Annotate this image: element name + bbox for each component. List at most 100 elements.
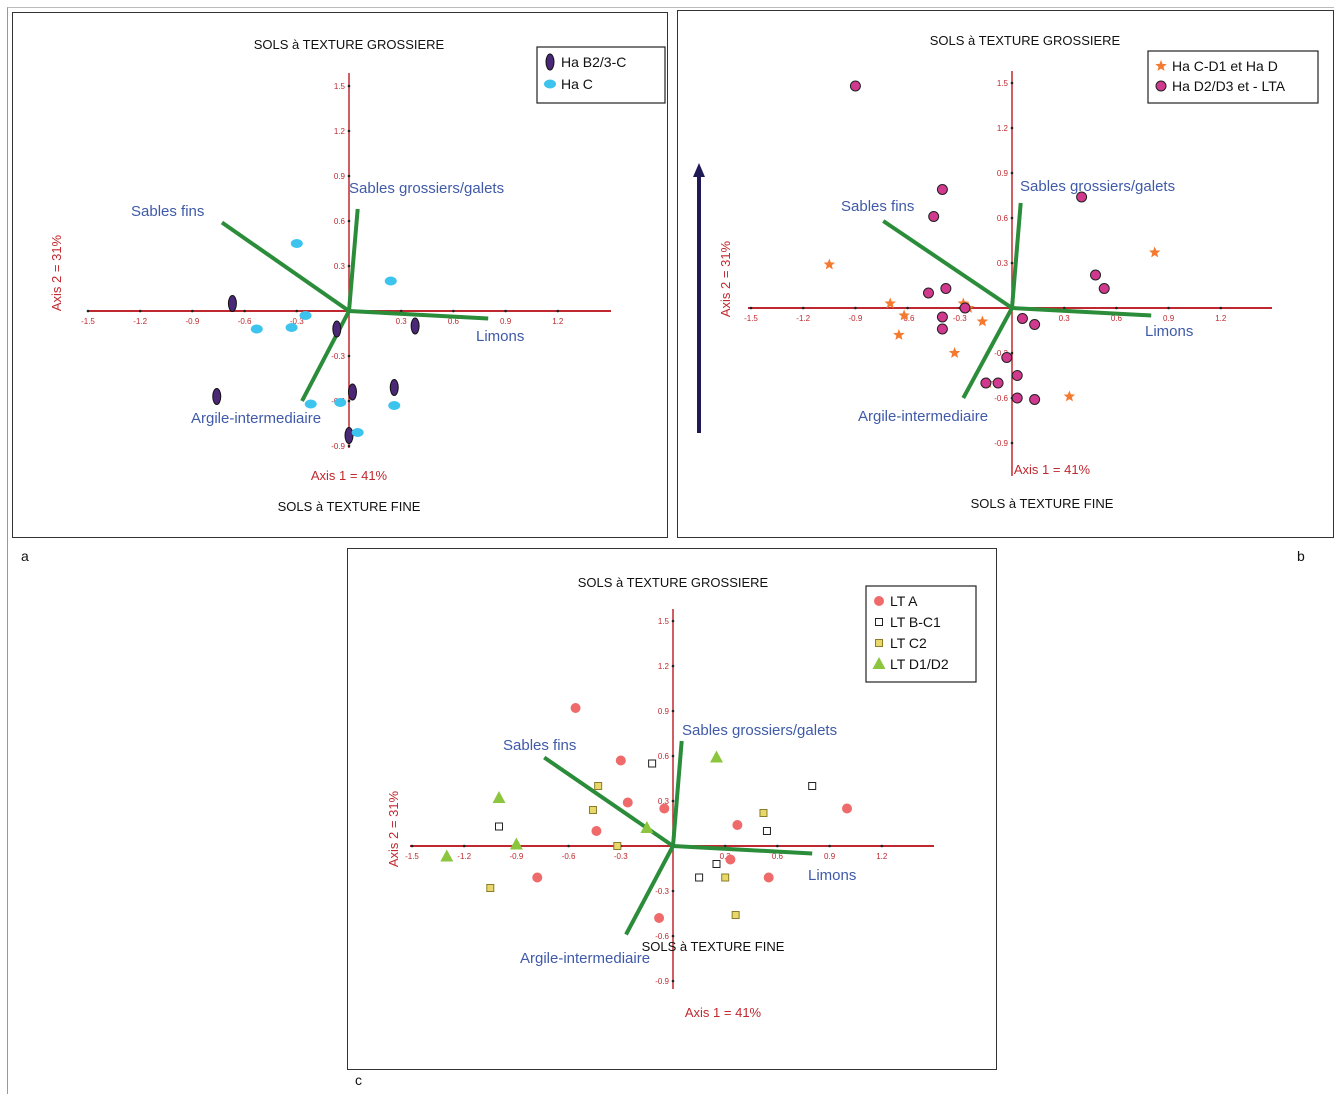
legend-entry: LT A [890, 593, 918, 609]
panel-b: -1.5 -1.2 -0.9 -0.6 -0.3 0.3 0.6 0.9 1.2 1.5 1.2 0.… [677, 10, 1334, 538]
x-tick-label: -1.5 [405, 852, 419, 861]
y-tick-mark [347, 399, 351, 403]
lt-b-c1-point [648, 759, 657, 768]
y-tick-label: 1.5 [658, 617, 670, 626]
legend-box [1147, 50, 1319, 104]
x-tick-label: -0.3 [953, 314, 967, 323]
x-tick-mark [906, 306, 909, 310]
x-tick-mark [854, 306, 857, 310]
x-tick-label: 0.3 [1059, 314, 1071, 323]
ha-c-d1-et-ha-d-point [1063, 390, 1076, 402]
legend-box [865, 585, 977, 683]
x-tick-mark [243, 309, 246, 313]
y-tick-mark [671, 619, 675, 623]
ha-b2-3-c-point [212, 388, 222, 405]
y-tick-label: 0.3 [658, 797, 670, 806]
x-tick-mark [399, 309, 403, 313]
x-axis-label: Axis 1 = 41% [685, 1005, 762, 1020]
ha-c-point [299, 311, 312, 320]
x-tick-mark [1115, 306, 1118, 310]
x-tick-label: -0.3 [614, 852, 628, 861]
legend-entry: Ha C [561, 76, 593, 92]
top-label: SOLS à TEXTURE GROSSIERE [254, 37, 445, 52]
lt-d1-d2-point [710, 750, 723, 763]
y-tick-mark [347, 129, 351, 133]
x-tick-label: 0.9 [500, 317, 512, 326]
ha-d2-d3-et-lta-point [980, 377, 992, 389]
x-tick-label: -0.9 [849, 314, 863, 323]
y-tick-mark [347, 444, 351, 448]
vector-line [543, 755, 675, 848]
legend-entry: LT D1/D2 [890, 656, 949, 672]
lt-a-point [725, 854, 736, 865]
ha-c-d1-et-ha-d-point [898, 309, 910, 321]
x-tick-label: 1.2 [1215, 314, 1227, 323]
y-tick-mark [1010, 441, 1014, 445]
lt-a-point [763, 872, 774, 883]
legend-entry: Ha D2/D3 et - LTA [1172, 78, 1286, 94]
lt-a-point [570, 703, 581, 713]
x-tick-label: -1.2 [133, 317, 147, 326]
ha-c-d1-et-ha-d-point [948, 347, 961, 358]
lt-c2-point [486, 884, 495, 892]
x-tick-label: 0.9 [824, 852, 836, 861]
ha-b2-3-c-point [389, 379, 399, 396]
vertical-arrow-head [693, 163, 705, 177]
ha-d2-d3-et-lta-point [940, 283, 952, 294]
y-tick-label: 1.2 [658, 662, 670, 671]
ha-c-d1-et-ha-d-point [1149, 246, 1161, 258]
ha-c-point [351, 428, 364, 437]
vector-label: Limons [476, 328, 524, 345]
x-tick-label: 0.9 [1163, 314, 1175, 323]
vector-line [1010, 202, 1023, 309]
vector-line [220, 220, 351, 313]
vector-line [672, 844, 813, 856]
lt-b-c1-point [762, 827, 771, 835]
y-tick-mark [671, 889, 675, 893]
vector-label: Sables grossiers/galets [1020, 178, 1175, 195]
x-tick-mark [828, 844, 831, 848]
vector-label: Argile-intermediaire [520, 950, 650, 967]
y-tick-label: 1.5 [334, 82, 346, 91]
y-tick-mark [347, 219, 351, 223]
bottom-label: SOLS à TEXTURE FINE [971, 496, 1114, 511]
ha-c-d1-et-ha-d-point [884, 297, 896, 309]
y-tick-mark [1010, 81, 1014, 85]
y-tick-mark [671, 754, 675, 758]
y-tick-label: 1.2 [997, 124, 1009, 133]
y-tick-mark [1010, 351, 1014, 355]
x-tick-mark [410, 844, 414, 848]
ha-d2-d3-et-lta-legend-marker [1155, 80, 1167, 92]
lt-a-point [615, 755, 626, 766]
ha-d2-d3-et-lta-point [1011, 370, 1023, 381]
x-tick-mark [452, 309, 455, 313]
ha-d2-d3-et-lta-point [992, 377, 1004, 389]
x-tick-label: -0.3 [290, 317, 304, 326]
y-tick-label: 0.9 [658, 707, 670, 716]
lt-a-point [842, 803, 852, 814]
y-tick-mark [347, 174, 351, 178]
y-tick-label: 1.2 [334, 127, 346, 136]
vector-line [1011, 306, 1152, 318]
ha-b2-3-c-point [227, 295, 237, 312]
lt-d1-d2-point [492, 791, 506, 803]
x-tick-mark [1219, 306, 1223, 310]
ha-b2-3-c-point [410, 317, 420, 335]
y-tick-label: -0.9 [994, 439, 1008, 448]
y-tick-mark [671, 979, 675, 983]
x-tick-mark [776, 844, 779, 848]
x-tick-label: -1.5 [81, 317, 95, 326]
panel-a-svg: -1.5 -1.2 -0.9 -0.6 -0.3 0.3 0.6 0.9 1.2 1.5 1.2 0.… [49, 37, 666, 514]
y-tick-mark [1010, 261, 1014, 265]
ha-b2-3-c-point [347, 383, 357, 401]
y-tick-mark [671, 799, 675, 803]
x-tick-label: 1.2 [876, 852, 888, 861]
x-tick-mark [295, 309, 299, 313]
y-tick-label: -0.9 [655, 977, 669, 986]
lt-c2-point [594, 782, 603, 790]
vector-label: Sables grossiers/galets [349, 180, 504, 197]
x-tick-label: 0.6 [448, 317, 460, 326]
vector-line [347, 208, 360, 312]
panel-label-a: a [21, 548, 29, 564]
ha-d2-d3-et-lta-point [849, 80, 861, 92]
